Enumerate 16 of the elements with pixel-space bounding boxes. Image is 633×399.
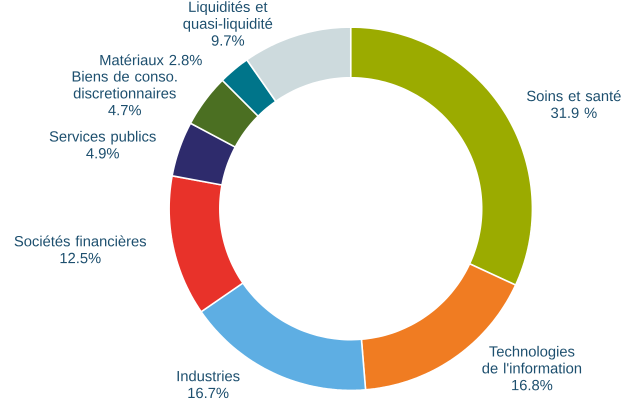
data-label: 16.7% xyxy=(188,388,228,398)
data-label: 4.7% xyxy=(108,104,141,116)
slice-label: Liquidités et quasi-liquidité xyxy=(183,0,272,32)
slice-label: Sociétés financières xyxy=(14,235,146,246)
slice-label: Matériaux xyxy=(100,54,164,66)
slice-label: Technologies de l'information xyxy=(482,346,582,374)
data-label: 4.9% xyxy=(86,148,119,158)
data-label: 31.9 % xyxy=(551,107,597,118)
slice-label: Soins et santé xyxy=(527,90,621,102)
data-label: 9.7% xyxy=(212,35,244,46)
slice-label: Industries xyxy=(178,370,240,382)
data-label: 12.5% xyxy=(60,252,101,264)
data-label: 16.8% xyxy=(512,380,552,390)
data-label: 2.8% xyxy=(170,54,202,66)
slice-label: Biens de conso. discretionnaires xyxy=(72,70,177,98)
slice-label: Services publics xyxy=(50,130,156,144)
